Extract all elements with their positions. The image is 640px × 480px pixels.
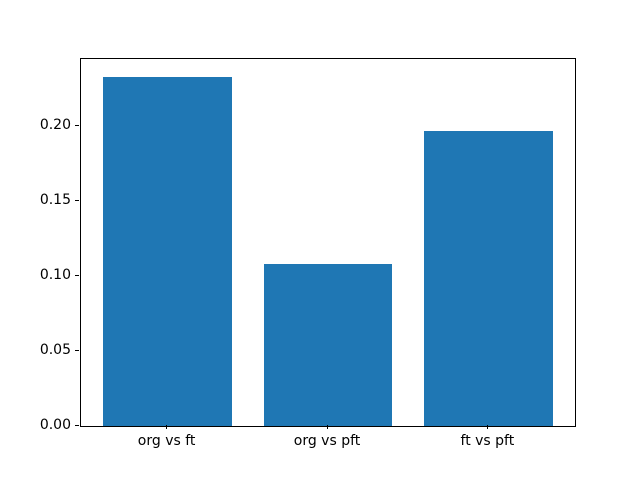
y-tick-mark: [75, 349, 79, 351]
y-tick-label: 0.15: [39, 192, 71, 209]
y-tick-label: 0.20: [39, 117, 71, 134]
axes: [80, 58, 576, 427]
y-tick-mark: [75, 199, 79, 201]
plot-area: [81, 59, 575, 426]
y-tick-mark: [75, 424, 79, 426]
y-tick-mark: [75, 274, 79, 276]
y-tick-mark: [75, 124, 79, 126]
bar-org-vs-pft: [263, 264, 393, 426]
y-tick-label: 0.05: [39, 342, 71, 358]
x-tick-label: org vs ft: [137, 433, 196, 449]
y-tick-label: 0.10: [39, 267, 71, 284]
bar-org-vs-ft: [103, 76, 232, 426]
x-tick-label: ft vs pft: [460, 433, 515, 449]
x-tick-label: org vs pft: [293, 433, 361, 449]
y-tick-label: 0.00: [39, 417, 71, 433]
bar-ft-vs-pft: [424, 130, 553, 426]
